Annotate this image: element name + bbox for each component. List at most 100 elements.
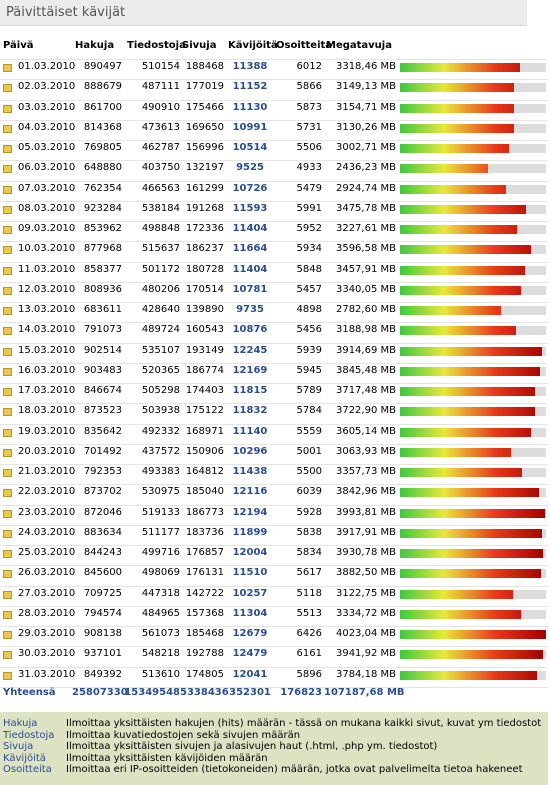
cell: 648880 xyxy=(83,162,122,174)
cell: 5866 xyxy=(296,81,322,93)
folder-icon xyxy=(3,226,12,234)
folder-icon xyxy=(3,327,12,336)
cell: 3475,78 MB xyxy=(335,202,396,214)
cell: 493383 xyxy=(141,466,180,477)
cell: 5945 xyxy=(296,364,322,376)
cell: 538184 xyxy=(141,202,180,214)
cell: 19.03.2010 xyxy=(18,425,76,437)
cell: 12041 xyxy=(232,668,268,680)
cell: 3122,75 MB xyxy=(335,587,396,599)
cell: 5500 xyxy=(296,466,322,477)
cell: 01.03.2010 xyxy=(18,61,76,72)
folder-icon xyxy=(3,570,12,579)
legend-box xyxy=(0,712,548,785)
cell: 12004 xyxy=(232,547,268,558)
cell: 12679 xyxy=(232,628,268,639)
bar xyxy=(400,326,516,336)
cell: 10257 xyxy=(232,587,268,599)
legend-text: Ilmoittaa yksittäisten sivujen ja alasiv… xyxy=(66,741,438,752)
folder-icon xyxy=(3,590,12,599)
total-cell: 25807330 xyxy=(72,687,128,698)
folder-icon xyxy=(3,631,12,639)
cell: 3063,93 MB xyxy=(335,445,396,457)
row-separator xyxy=(0,403,548,405)
cell: 683611 xyxy=(83,304,122,315)
bar xyxy=(400,609,522,619)
folder-icon xyxy=(3,205,12,214)
row-separator xyxy=(0,322,548,324)
cell: 701492 xyxy=(83,445,122,457)
cell: 466563 xyxy=(141,182,180,194)
column-header: Kävijöitä xyxy=(228,40,278,51)
row-separator xyxy=(0,241,548,243)
row-separator xyxy=(0,383,548,384)
cell: 462787 xyxy=(141,142,180,153)
bar xyxy=(400,427,531,437)
bar xyxy=(400,387,535,396)
cell: 176857 xyxy=(185,547,224,558)
cell: 505298 xyxy=(141,385,180,396)
bar xyxy=(400,346,543,356)
cell: 903483 xyxy=(83,364,122,376)
cell: 21.03.2010 xyxy=(18,466,76,477)
total-cell: 5338436 xyxy=(180,687,229,698)
bar xyxy=(400,488,540,498)
cell: 5457 xyxy=(296,283,322,295)
cell: 769805 xyxy=(83,142,122,153)
row-separator xyxy=(0,626,548,627)
column-header: Sivuja xyxy=(182,40,217,51)
cell: 28.03.2010 xyxy=(18,607,76,619)
cell: 20.03.2010 xyxy=(18,445,76,457)
row-separator xyxy=(0,565,548,567)
cell: 08.03.2010 xyxy=(18,202,76,214)
bar xyxy=(400,63,521,72)
cell: 4023,04 MB xyxy=(335,628,396,639)
bar xyxy=(400,650,544,660)
cell: 10991 xyxy=(232,121,268,133)
folder-icon xyxy=(3,367,12,376)
cell: 845600 xyxy=(83,567,122,579)
cell: 193149 xyxy=(185,344,224,356)
cell: 853962 xyxy=(83,223,122,234)
folder-icon xyxy=(3,307,12,315)
cell: 26.03.2010 xyxy=(18,567,76,579)
cell: 6161 xyxy=(296,648,322,660)
folder-icon xyxy=(3,185,12,194)
column-header: Osoitteita xyxy=(276,40,333,51)
cell: 5731 xyxy=(296,121,322,133)
total-cell: 176823 xyxy=(280,687,322,698)
cell: 11152 xyxy=(232,81,268,93)
cell: 24.03.2010 xyxy=(18,526,76,538)
cell: 3130,26 MB xyxy=(335,121,396,133)
cell: 05.03.2010 xyxy=(18,142,76,153)
cell: 3154,71 MB xyxy=(335,101,396,113)
cell: 185468 xyxy=(185,628,224,639)
row-separator xyxy=(0,605,548,607)
folder-icon xyxy=(3,286,12,295)
cell: 5001 xyxy=(296,445,322,457)
bar xyxy=(400,204,527,214)
cell: 849392 xyxy=(83,668,122,680)
cell: 5559 xyxy=(296,425,322,437)
cell: 3845,48 MB xyxy=(335,364,396,376)
cell: 5991 xyxy=(296,202,322,214)
cell: 499716 xyxy=(141,547,180,558)
cell: 10.03.2010 xyxy=(18,243,76,255)
cell: 3882,50 MB xyxy=(335,567,396,579)
cell: 5784 xyxy=(296,405,322,417)
cell: 3842,96 MB xyxy=(335,486,396,498)
cell: 762354 xyxy=(83,182,122,194)
cell: 10296 xyxy=(232,445,268,457)
folder-icon xyxy=(3,469,12,477)
cell: 180728 xyxy=(185,263,224,275)
cell: 5873 xyxy=(296,101,322,113)
cell: 6039 xyxy=(296,486,322,498)
cell: 2924,74 MB xyxy=(335,182,396,194)
cell: 12169 xyxy=(232,364,268,376)
cell: 3722,90 MB xyxy=(335,405,396,417)
header-title: Päivittäiset kävijät xyxy=(6,5,126,20)
column-header: Hakuja xyxy=(75,40,115,51)
column-header: Megatavuja xyxy=(326,40,392,51)
cell: 12116 xyxy=(232,486,268,498)
